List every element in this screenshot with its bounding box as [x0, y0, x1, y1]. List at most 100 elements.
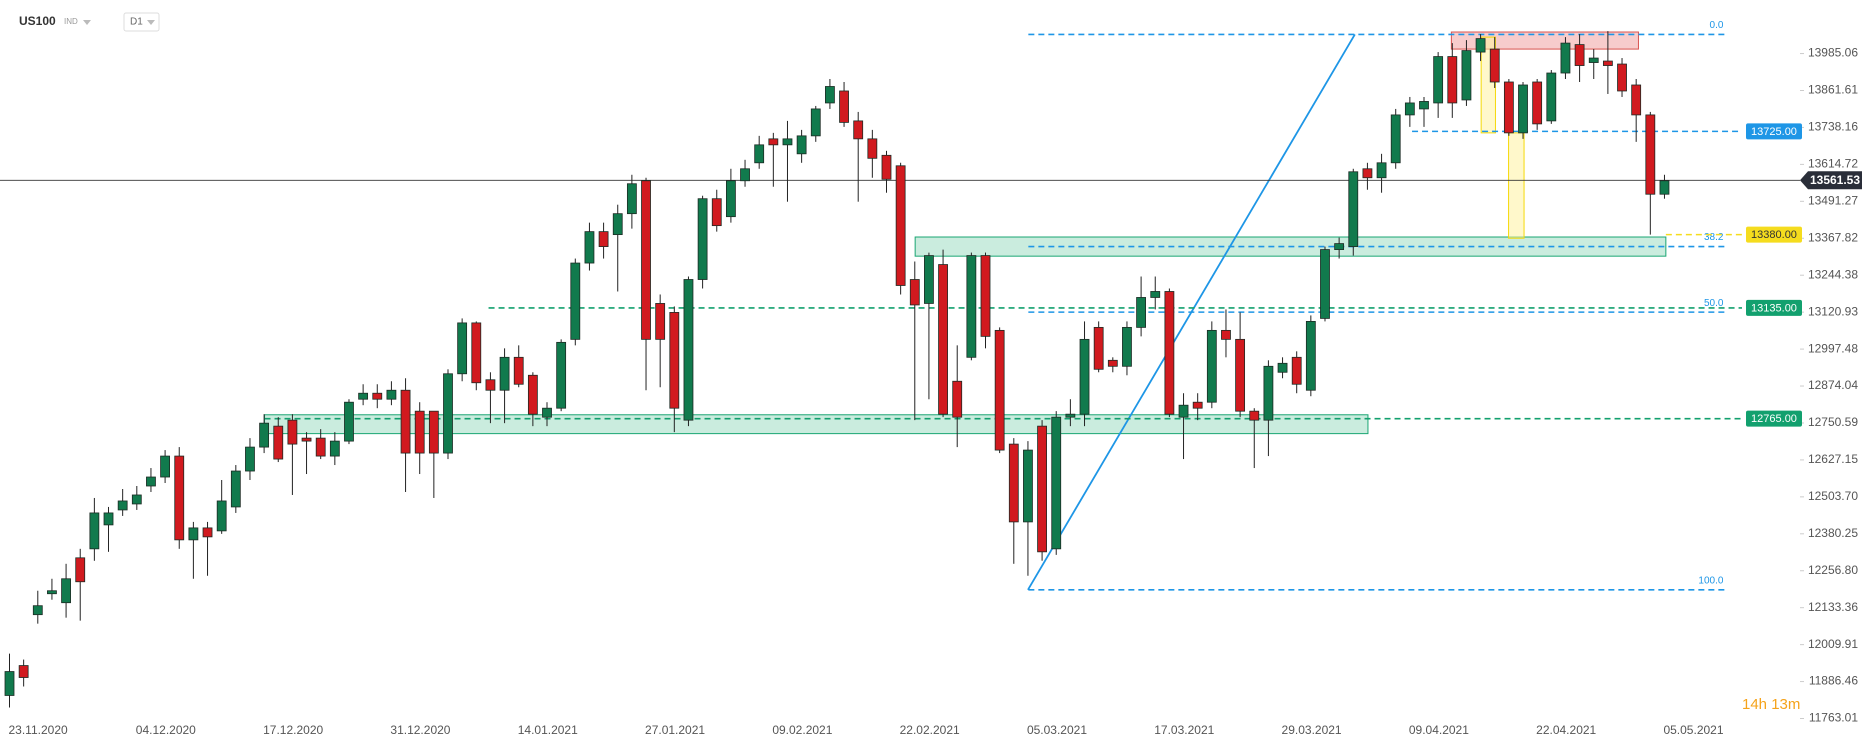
x-tick-label: 05.03.2021 [1027, 723, 1087, 737]
candle-body [202, 527, 213, 538]
candle-body [216, 500, 227, 532]
interval: D1 [130, 17, 143, 28]
interval-box[interactable] [123, 12, 160, 32]
candle-body [131, 494, 142, 505]
candle-body [32, 605, 43, 616]
price-tag-label: 13380.00 [1751, 229, 1797, 241]
candle-body [1659, 180, 1670, 195]
candle-body [4, 671, 15, 696]
candle-body [457, 322, 468, 375]
candle-body [1348, 171, 1359, 247]
candle-body [1122, 326, 1132, 367]
candle-body [174, 455, 185, 541]
candle-body [1206, 329, 1217, 403]
price-tag-label: 13725.00 [1751, 126, 1797, 138]
candle-body [1546, 72, 1557, 122]
trend-line [1027, 33, 1356, 591]
candle-body [287, 419, 298, 445]
x-tick-label: 29.03.2021 [1282, 723, 1342, 737]
y-tick-label: 12874.04 [1808, 378, 1858, 392]
candle-body [1320, 249, 1330, 319]
x-tick-label: 14.01.2021 [518, 723, 578, 737]
candle-body [980, 255, 991, 337]
price-tag [1746, 123, 1802, 140]
candle-body [230, 470, 241, 508]
candle-body [117, 500, 128, 511]
candle-body [344, 401, 354, 442]
candle-body [782, 138, 793, 146]
candle-body [994, 329, 1005, 451]
x-tick-label: 22.04.2021 [1536, 723, 1596, 737]
candle-body [1235, 338, 1246, 412]
candle-body [895, 165, 906, 286]
candle-body [1107, 359, 1118, 367]
candle-body [1249, 410, 1260, 421]
candle-body [245, 446, 255, 472]
candle-body [924, 255, 934, 304]
candle-body [725, 180, 736, 218]
fib-label: 100.0 [1698, 575, 1723, 586]
candle-body [867, 138, 878, 159]
candle-body [103, 512, 114, 526]
x-tick-label: 09.02.2021 [772, 723, 832, 737]
candle-body [499, 356, 510, 391]
candle-body [1136, 297, 1146, 328]
candle-body [1093, 326, 1104, 370]
candle-body [1489, 48, 1500, 83]
candle-body [513, 356, 524, 385]
y-tick-label: 13614.72 [1808, 157, 1858, 171]
candle-body [1631, 84, 1642, 116]
candle-body [1574, 44, 1585, 66]
candle-body [1263, 365, 1274, 421]
y-tick-label: 13120.93 [1808, 304, 1858, 318]
candle-body [1433, 56, 1444, 104]
price-tag-label: 12765.00 [1751, 413, 1797, 425]
candle-body [626, 183, 637, 215]
candle-body [655, 303, 666, 340]
candle-body [641, 180, 651, 340]
zone [1450, 31, 1639, 50]
x-tick-label: 05.05.2021 [1663, 723, 1723, 737]
candle-body [329, 440, 340, 457]
candle-body [556, 341, 567, 409]
candle-body [301, 437, 312, 442]
candle-body [188, 527, 199, 541]
candle-body [160, 455, 170, 478]
y-tick-label: 12627.15 [1808, 452, 1858, 466]
candle-body [1588, 57, 1599, 63]
candle-body [1277, 362, 1288, 373]
y-tick-label: 12256.80 [1808, 563, 1858, 577]
candle-body [1461, 50, 1472, 101]
candle-body [1475, 38, 1486, 53]
candle-body [386, 389, 397, 400]
y-tick-label: 13367.82 [1808, 230, 1858, 244]
candle-body [1037, 425, 1047, 553]
y-tick-label: 13861.61 [1808, 83, 1858, 97]
candle-body [315, 437, 326, 457]
dropdown-arrow[interactable] [83, 20, 91, 25]
candle-body [839, 90, 849, 123]
x-tick-label: 17.12.2020 [263, 723, 323, 737]
candle-body [273, 425, 284, 460]
candle-body [471, 322, 482, 384]
candle-body [1362, 168, 1373, 179]
candle-body [570, 262, 581, 340]
candle-body [598, 231, 609, 247]
candle-body [966, 255, 977, 358]
candle-body [584, 231, 595, 264]
interval-arrow[interactable] [147, 20, 155, 25]
candle-body [89, 512, 100, 550]
candle-body [754, 144, 765, 164]
candle-body [259, 422, 270, 448]
candle-body [1221, 329, 1231, 340]
x-tick-label: 17.03.2021 [1154, 723, 1214, 737]
candle-body [414, 410, 425, 454]
candle-body [796, 135, 807, 155]
candle-body [18, 665, 29, 678]
x-tick-label: 09.04.2021 [1409, 723, 1469, 737]
candle-body [711, 198, 722, 227]
last-price-label: 13561.53 [1810, 173, 1860, 187]
y-tick-label: 12380.25 [1808, 526, 1858, 540]
